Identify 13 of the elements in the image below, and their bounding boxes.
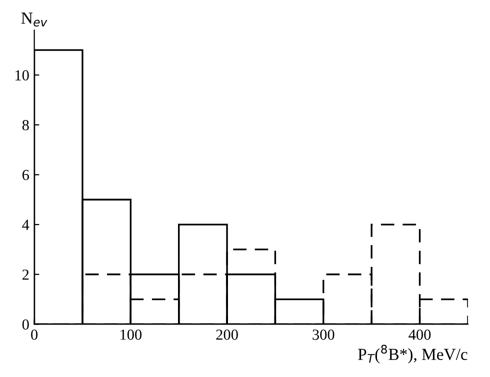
y-tick-label: 8 (22, 120, 29, 130)
y-tick-label: 2 (22, 270, 29, 280)
x-tick-label: 200 (216, 330, 238, 340)
x-tick-label: 300 (312, 330, 334, 340)
y-axis-title: N$_{ev}$ (21, 12, 48, 26)
y-tick-label: 4 (22, 220, 30, 230)
y-tick-label: 6 (22, 170, 29, 180)
x-tick-label: 400 (408, 330, 431, 340)
y-tick-label: 10 (16, 70, 29, 80)
x-tick-label: 100 (120, 330, 142, 340)
x-axis-title: P$_{T}$($^{8}$B*), MeV/c (358, 344, 468, 364)
y-tick-label: 0 (22, 319, 29, 330)
x-tick-label: 0 (31, 330, 38, 340)
